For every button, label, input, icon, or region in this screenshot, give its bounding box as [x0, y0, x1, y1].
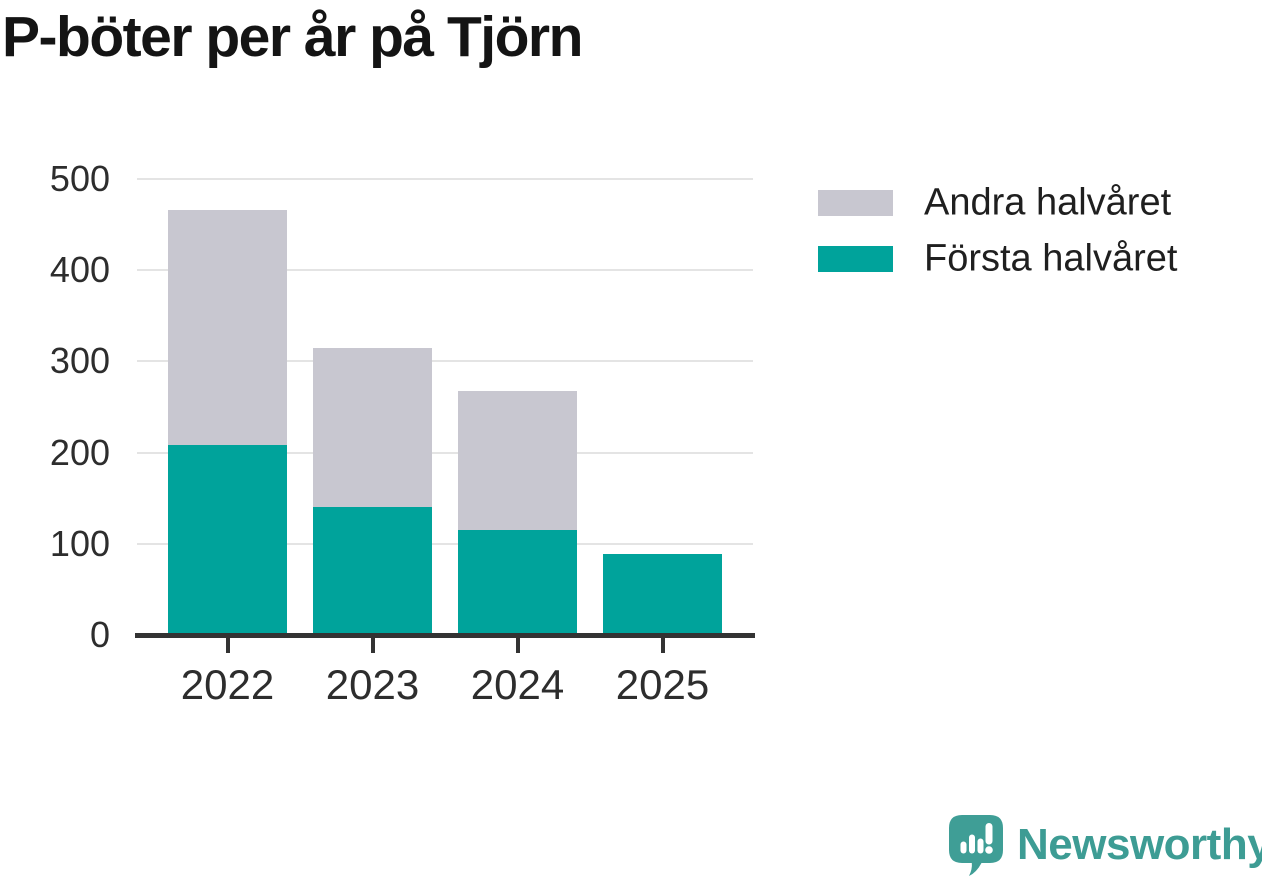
x-axis-label-2025: 2025	[615, 661, 710, 708]
x-axis-tick-2024	[515, 637, 520, 653]
newsworthy-logo-icon	[948, 814, 1004, 877]
x-axis-line	[135, 633, 755, 638]
legend-swatch-andra-halvaret	[818, 190, 893, 216]
y-axis-label-100: 100	[49, 522, 110, 564]
bar-2022-forsta-halvaret	[168, 445, 287, 635]
bar-2022-andra-halvaret	[168, 210, 287, 445]
x-axis-tick-2025	[660, 637, 665, 653]
brand-footer: Newsworthy	[948, 813, 1262, 877]
y-axis-label-200: 200	[49, 431, 110, 473]
legend-label: Första halvåret	[924, 237, 1178, 280]
gridline-200	[137, 451, 753, 454]
gridline-400	[137, 269, 753, 272]
y-axis-label-300: 300	[49, 340, 110, 382]
bar-2025-forsta-halvaret	[603, 554, 722, 635]
bar-2023-forsta-halvaret	[313, 507, 432, 635]
legend-item-forsta-halvaret: Första halvåret	[818, 238, 1218, 280]
brand-name: Newsworthy	[1017, 820, 1262, 869]
legend: Andra halvåret Första halvåret	[818, 182, 1218, 280]
x-axis-tick-2023	[370, 637, 375, 653]
bar-2024-andra-halvaret	[458, 391, 577, 530]
bar-2024-forsta-halvaret	[458, 530, 577, 635]
y-axis-label-0: 0	[89, 614, 110, 655]
x-axis-label-2024: 2024	[470, 661, 565, 708]
y-axis-label-400: 400	[49, 249, 110, 291]
x-axis-tick-2022	[225, 637, 230, 653]
gridline-300	[137, 360, 753, 363]
legend-swatch-forsta-halvaret	[818, 246, 893, 272]
legend-label: Andra halvåret	[924, 181, 1172, 224]
gridline-100	[137, 542, 753, 545]
x-axis-label-2023: 2023	[325, 661, 420, 708]
legend-item-andra-halvaret: Andra halvåret	[818, 182, 1218, 224]
y-axis-label-500: 500	[49, 158, 110, 199]
gridline-500	[137, 178, 753, 180]
chart-title: P-böter per år på Tjörn	[2, 5, 583, 69]
bar-2023-andra-halvaret	[313, 348, 432, 507]
x-axis-label-2022: 2022	[180, 661, 275, 708]
